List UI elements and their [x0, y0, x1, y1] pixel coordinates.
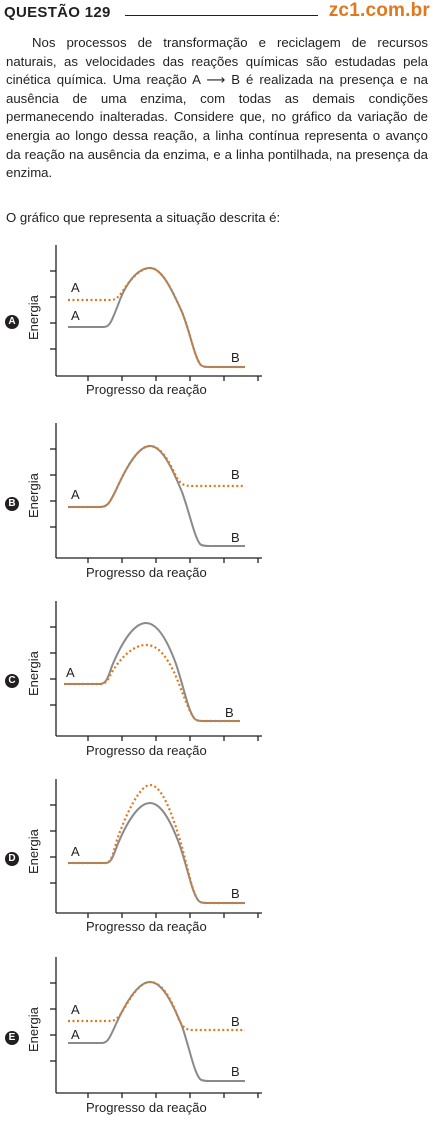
question-header: QUESTÃO 129 zc1.com.br	[2, 0, 430, 24]
state-label-start-dotted: A	[71, 1002, 80, 1017]
state-label-end: B	[225, 705, 234, 720]
x-axis-label: Progresso da reação	[86, 382, 207, 397]
axes	[50, 957, 262, 1098]
option-d[interactable]: D Energia Progresso da reação A B	[0, 774, 433, 944]
curve-with-enzyme	[64, 643, 240, 723]
energy-diagram: A B	[50, 779, 262, 918]
state-label-end-dotted: B	[231, 467, 240, 482]
state-label-start-solid: A	[71, 308, 80, 323]
option-b[interactable]: B Energia Progresso da reação A B B	[0, 418, 433, 588]
option-letter-badge: C	[5, 674, 19, 688]
option-letter-badge: E	[5, 1031, 19, 1045]
curve-without-enzyme	[64, 621, 240, 722]
axes	[50, 245, 262, 381]
question-statement: Nos processos de transformação e recicla…	[6, 35, 428, 181]
option-letter-badge: A	[5, 315, 19, 329]
x-axis-label: Progresso da reação	[86, 565, 207, 580]
energy-diagram: A A B B	[50, 957, 262, 1098]
state-label-end: B	[231, 350, 240, 365]
x-axis-label: Progresso da reação	[86, 743, 207, 758]
curve-without-enzyme	[68, 266, 245, 368]
option-c[interactable]: C Energia Progresso da reação A B	[0, 596, 433, 766]
question-prompt: O gráfico que representa a situação desc…	[6, 210, 281, 225]
state-label-start-dotted: A	[71, 280, 80, 295]
curve-with-enzyme	[68, 266, 245, 369]
x-axis-label: Progresso da reação	[86, 1100, 207, 1115]
option-letter-badge: B	[5, 497, 19, 511]
option-letter-badge: D	[5, 852, 19, 866]
energy-diagram: A B	[50, 601, 262, 741]
state-label-end-dotted: B	[231, 1014, 240, 1029]
option-a[interactable]: A Energia Progresso da reação A A B	[0, 240, 433, 410]
curve-without-enzyme	[68, 444, 245, 547]
state-label-start: A	[66, 665, 75, 680]
state-label-start: A	[71, 487, 80, 502]
axes	[50, 601, 262, 741]
state-label-start-solid: A	[71, 1027, 80, 1042]
state-label-end: B	[231, 886, 240, 901]
site-brand: zc1.com.br	[328, 0, 430, 21]
state-label-end-solid: B	[231, 1064, 240, 1079]
axes	[50, 779, 262, 918]
header-divider	[125, 15, 318, 16]
option-e[interactable]: E Energia Progresso da reação A A B B	[0, 952, 433, 1122]
state-label-end-solid: B	[231, 530, 240, 545]
x-axis-label: Progresso da reação	[86, 919, 207, 934]
axes	[50, 423, 262, 563]
curve-with-enzyme	[68, 980, 245, 1032]
question-number: QUESTÃO 129	[4, 4, 111, 21]
curve-without-enzyme	[68, 801, 245, 904]
energy-diagram: A A B	[50, 245, 262, 381]
curve-with-enzyme	[68, 783, 245, 905]
curve-without-enzyme	[68, 980, 245, 1082]
curve-with-enzyme	[68, 444, 245, 509]
energy-diagram: A B B	[50, 423, 262, 563]
state-label-start: A	[71, 844, 80, 859]
